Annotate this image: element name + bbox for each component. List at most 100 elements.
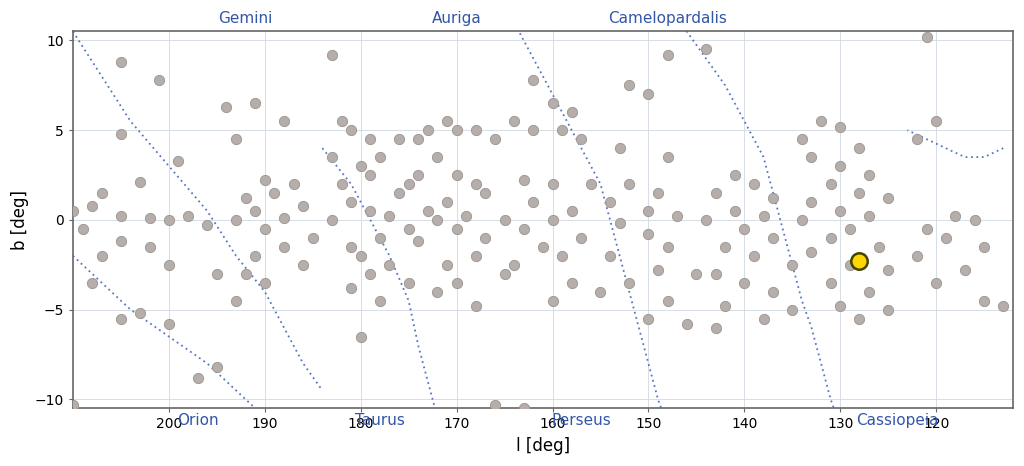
- Point: [563, 207, 580, 215]
- Point: [554, 252, 570, 260]
- Point: [736, 225, 753, 233]
- Point: [238, 270, 254, 277]
- Point: [976, 243, 992, 251]
- Point: [352, 252, 369, 260]
- Point: [659, 243, 676, 251]
- Point: [659, 153, 676, 161]
- Point: [420, 207, 436, 215]
- Point: [976, 297, 992, 304]
- Point: [842, 225, 858, 233]
- Point: [573, 234, 590, 241]
- Point: [669, 212, 685, 220]
- Point: [611, 220, 628, 227]
- Point: [141, 214, 158, 222]
- Point: [227, 136, 244, 143]
- Text: Orion: Orion: [177, 413, 218, 428]
- Point: [391, 189, 408, 197]
- Point: [679, 320, 695, 328]
- Point: [545, 180, 561, 188]
- Point: [410, 171, 426, 179]
- Point: [352, 333, 369, 340]
- Point: [650, 267, 667, 274]
- Point: [756, 315, 772, 322]
- Point: [833, 207, 849, 215]
- Point: [381, 212, 397, 220]
- Point: [286, 180, 302, 188]
- Point: [919, 33, 935, 41]
- Point: [659, 297, 676, 304]
- Point: [611, 144, 628, 152]
- Point: [324, 51, 340, 59]
- Point: [640, 315, 656, 322]
- Point: [275, 117, 292, 125]
- Point: [928, 117, 944, 125]
- Point: [708, 324, 724, 331]
- Point: [372, 297, 388, 304]
- Point: [113, 130, 129, 137]
- Point: [65, 207, 81, 215]
- Point: [756, 212, 772, 220]
- Point: [717, 302, 733, 310]
- Point: [880, 195, 896, 202]
- Point: [928, 279, 944, 287]
- Point: [497, 216, 513, 224]
- Point: [525, 126, 542, 134]
- Point: [180, 212, 197, 220]
- Point: [247, 100, 263, 107]
- Point: [227, 216, 244, 224]
- Point: [870, 243, 887, 251]
- Point: [861, 288, 878, 295]
- Point: [238, 195, 254, 202]
- Point: [515, 225, 531, 233]
- Point: [851, 315, 867, 322]
- Point: [93, 252, 110, 260]
- Point: [908, 252, 925, 260]
- Point: [602, 198, 618, 206]
- Point: [545, 216, 561, 224]
- Point: [113, 58, 129, 66]
- Point: [765, 195, 781, 202]
- Point: [343, 126, 359, 134]
- Point: [592, 288, 608, 295]
- Point: [688, 270, 705, 277]
- Point: [362, 136, 379, 143]
- Point: [257, 177, 273, 184]
- Point: [803, 248, 819, 256]
- Text: Camelopardalis: Camelopardalis: [608, 11, 727, 26]
- Point: [765, 234, 781, 241]
- Point: [227, 297, 244, 304]
- Point: [372, 234, 388, 241]
- Point: [813, 117, 829, 125]
- Point: [765, 288, 781, 295]
- Point: [257, 225, 273, 233]
- Point: [506, 117, 522, 125]
- Point: [400, 225, 417, 233]
- Point: [602, 252, 618, 260]
- Point: [295, 261, 311, 268]
- Point: [391, 136, 408, 143]
- Point: [113, 238, 129, 245]
- Point: [545, 100, 561, 107]
- Point: [372, 153, 388, 161]
- Point: [352, 162, 369, 170]
- Point: [727, 207, 743, 215]
- Point: [515, 404, 531, 412]
- Point: [995, 302, 1012, 310]
- Point: [333, 117, 349, 125]
- Point: [880, 267, 896, 274]
- Point: [343, 284, 359, 292]
- Point: [429, 288, 445, 295]
- Point: [486, 401, 503, 408]
- Point: [938, 234, 954, 241]
- Point: [650, 189, 667, 197]
- Point: [947, 212, 964, 220]
- Point: [803, 153, 819, 161]
- Point: [851, 144, 867, 152]
- Point: [189, 374, 206, 382]
- Point: [640, 231, 656, 238]
- Point: [468, 126, 484, 134]
- Point: [908, 136, 925, 143]
- Point: [362, 207, 379, 215]
- Point: [132, 178, 148, 186]
- Point: [851, 257, 867, 265]
